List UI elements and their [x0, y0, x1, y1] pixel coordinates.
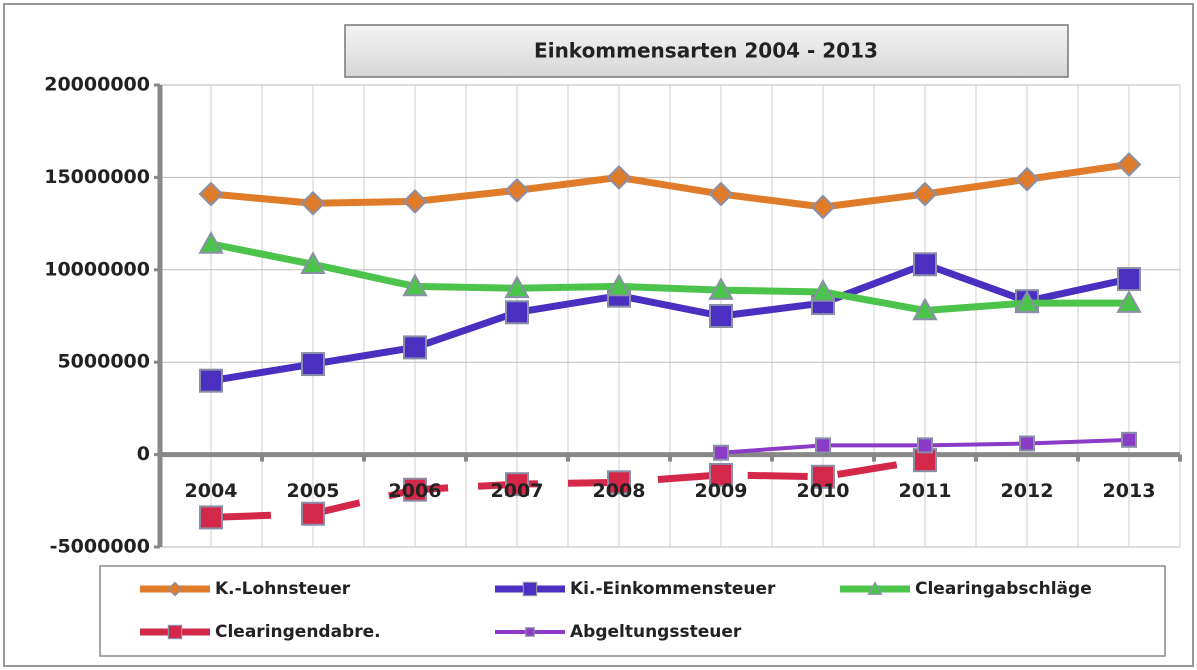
- marker: [713, 444, 729, 461]
- legend-label: Abgeltungssteuer: [570, 622, 742, 642]
- marker: [912, 297, 938, 321]
- x-tick-label: 2012: [1001, 480, 1054, 502]
- x-tick-label: 2007: [491, 480, 544, 502]
- x-tick-label: 2006: [389, 480, 442, 502]
- marker: [198, 181, 224, 207]
- legend-marker: [167, 581, 183, 597]
- y-tick-label: -5000000: [50, 536, 150, 558]
- marker: [1116, 152, 1142, 177]
- x-tick-label: 2009: [695, 480, 748, 502]
- marker: [504, 177, 530, 203]
- marker: [815, 437, 831, 454]
- marker: [301, 501, 325, 526]
- marker: [505, 300, 529, 325]
- series-line: [210, 260, 1130, 385]
- marker: [913, 252, 937, 277]
- series-line: [210, 456, 926, 521]
- marker: [606, 273, 632, 297]
- marker: [505, 472, 529, 497]
- legend-box: [99, 565, 1166, 657]
- chart-border: [3, 3, 1194, 667]
- x-tick-label: 2005: [287, 480, 340, 502]
- marker: [917, 437, 933, 454]
- marker: [708, 181, 734, 207]
- legend-label: Clearingabschläge: [915, 579, 1092, 599]
- marker: [708, 277, 734, 300]
- legend-label: Ki.-Einkommensteuer: [570, 579, 776, 599]
- marker: [811, 464, 835, 489]
- x-tick-label: 2011: [899, 480, 952, 502]
- marker: [403, 335, 427, 360]
- y-tick-label: 10000000: [44, 258, 150, 280]
- marker: [198, 230, 224, 254]
- marker: [709, 304, 733, 328]
- marker: [912, 181, 938, 207]
- series-line: [210, 161, 1130, 211]
- marker: [810, 194, 836, 220]
- series-line: [210, 240, 1129, 314]
- x-tick-label: 2013: [1103, 480, 1156, 502]
- marker: [300, 190, 326, 216]
- legend-marker: [867, 581, 883, 595]
- marker: [504, 275, 530, 299]
- marker: [1019, 435, 1035, 452]
- marker: [402, 189, 428, 214]
- x-tick-label: 2004: [185, 480, 238, 502]
- marker: [301, 352, 325, 377]
- legend-label: Clearingendabre.: [215, 622, 381, 642]
- marker: [1014, 290, 1040, 313]
- marker: [1116, 290, 1142, 313]
- marker: [402, 273, 428, 297]
- legend-marker: [167, 624, 183, 640]
- marker: [1117, 267, 1141, 292]
- marker: [199, 368, 223, 393]
- y-tick-label: 5000000: [57, 351, 150, 373]
- marker: [607, 470, 631, 495]
- y-tick-label: 0: [137, 443, 150, 465]
- marker: [1121, 431, 1137, 448]
- legend-marker: [525, 627, 535, 637]
- marker: [300, 251, 326, 275]
- marker: [199, 505, 223, 530]
- marker: [810, 278, 836, 302]
- x-tick-label: 2010: [797, 480, 850, 502]
- legend-marker: [522, 581, 538, 597]
- marker: [709, 462, 733, 487]
- y-tick-label: 15000000: [44, 166, 150, 188]
- chart-title: Einkommensarten 2004 - 2013: [534, 39, 878, 63]
- legend-label: K.-Lohnsteuer: [215, 579, 351, 599]
- marker: [1014, 166, 1040, 192]
- marker: [606, 164, 632, 190]
- x-tick-label: 2008: [593, 480, 646, 502]
- y-tick-label: 20000000: [44, 74, 150, 96]
- marker: [403, 477, 427, 502]
- title-box: [344, 24, 1069, 78]
